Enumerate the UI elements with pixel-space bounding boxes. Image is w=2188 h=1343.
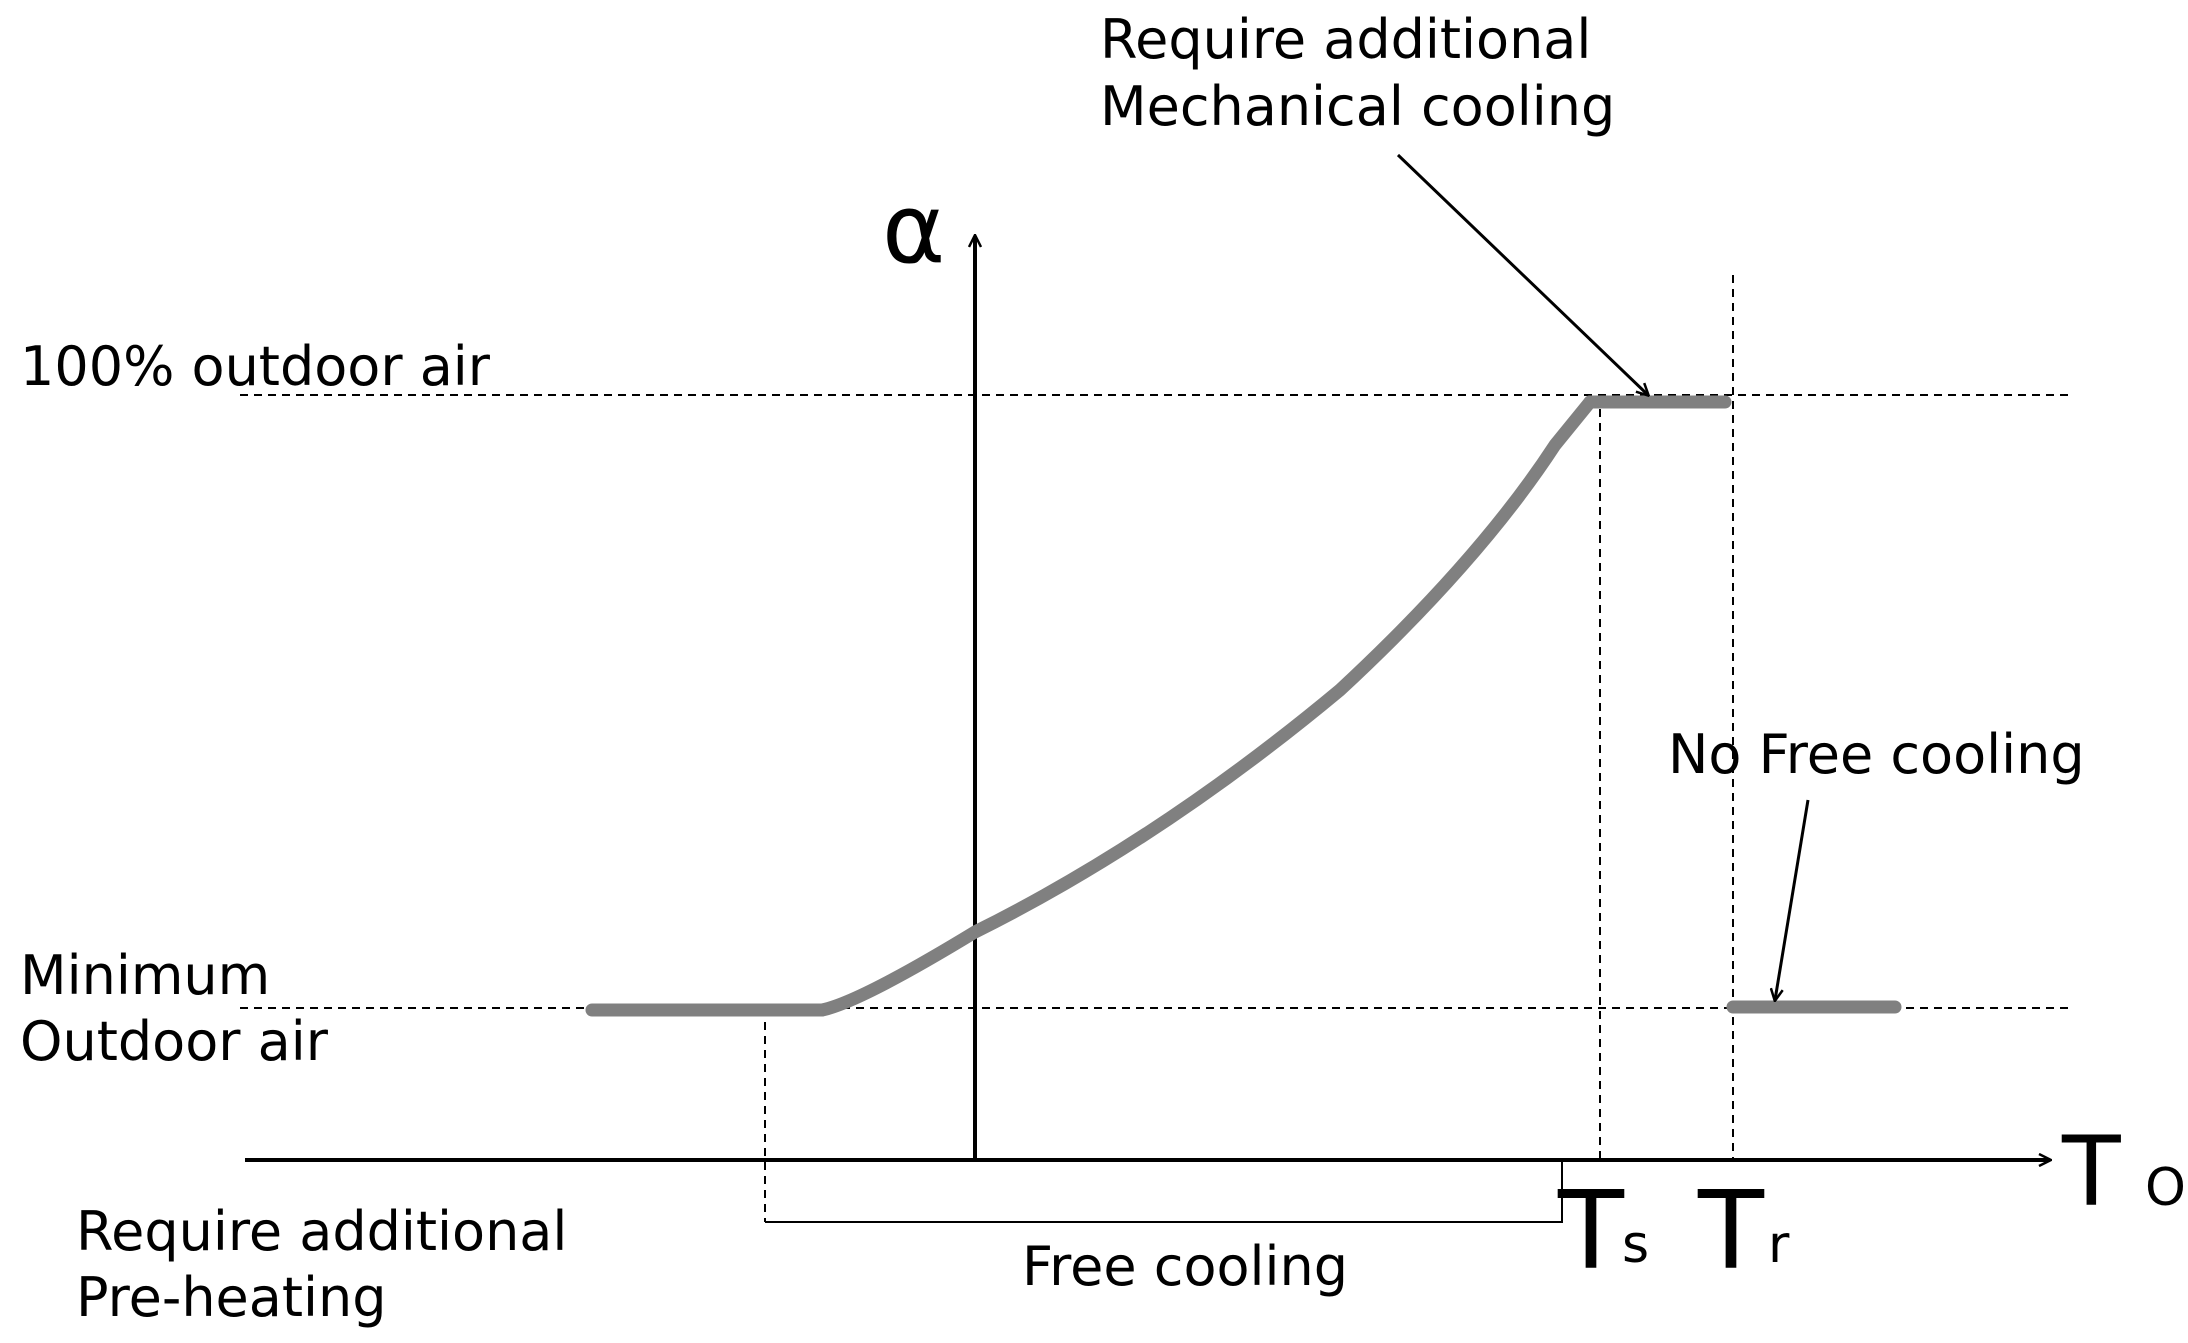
y-axis-label: α [882, 173, 945, 285]
preheating-label-line2: Pre-heating [76, 1266, 387, 1329]
free-cooling-bracket [765, 1160, 1563, 1223]
min-level-label-line1: Minimum [20, 944, 270, 1007]
mechanical-cooling-label-line2: Mechanical cooling [1100, 75, 1615, 138]
mechanical-cooling-label-line1: Require additional [1100, 8, 1591, 71]
ts-marker-label: T [1557, 1169, 1625, 1294]
tr-marker-label: T [1697, 1169, 1765, 1294]
free-cooling-label: Free cooling [1022, 1235, 1348, 1298]
no-free-cooling-arrow [1775, 799, 1810, 1000]
max-level-label: 100% outdoor air [20, 335, 491, 398]
min-level-label-line2: Outdoor air [20, 1010, 329, 1073]
no-free-cooling-label: No Free cooling [1668, 723, 2085, 786]
ts-marker-subscript: s [1622, 1215, 1649, 1275]
x-axis-label-subscript: O [2145, 1158, 2186, 1218]
free-cooling-curve [815, 395, 1597, 1017]
tr-marker-subscript: r [1768, 1215, 1790, 1275]
preheating-label-line1: Require additional [76, 1200, 567, 1263]
x-axis-label: T [2061, 1116, 2121, 1228]
mechanical-cooling-arrow [1396, 153, 1648, 395]
